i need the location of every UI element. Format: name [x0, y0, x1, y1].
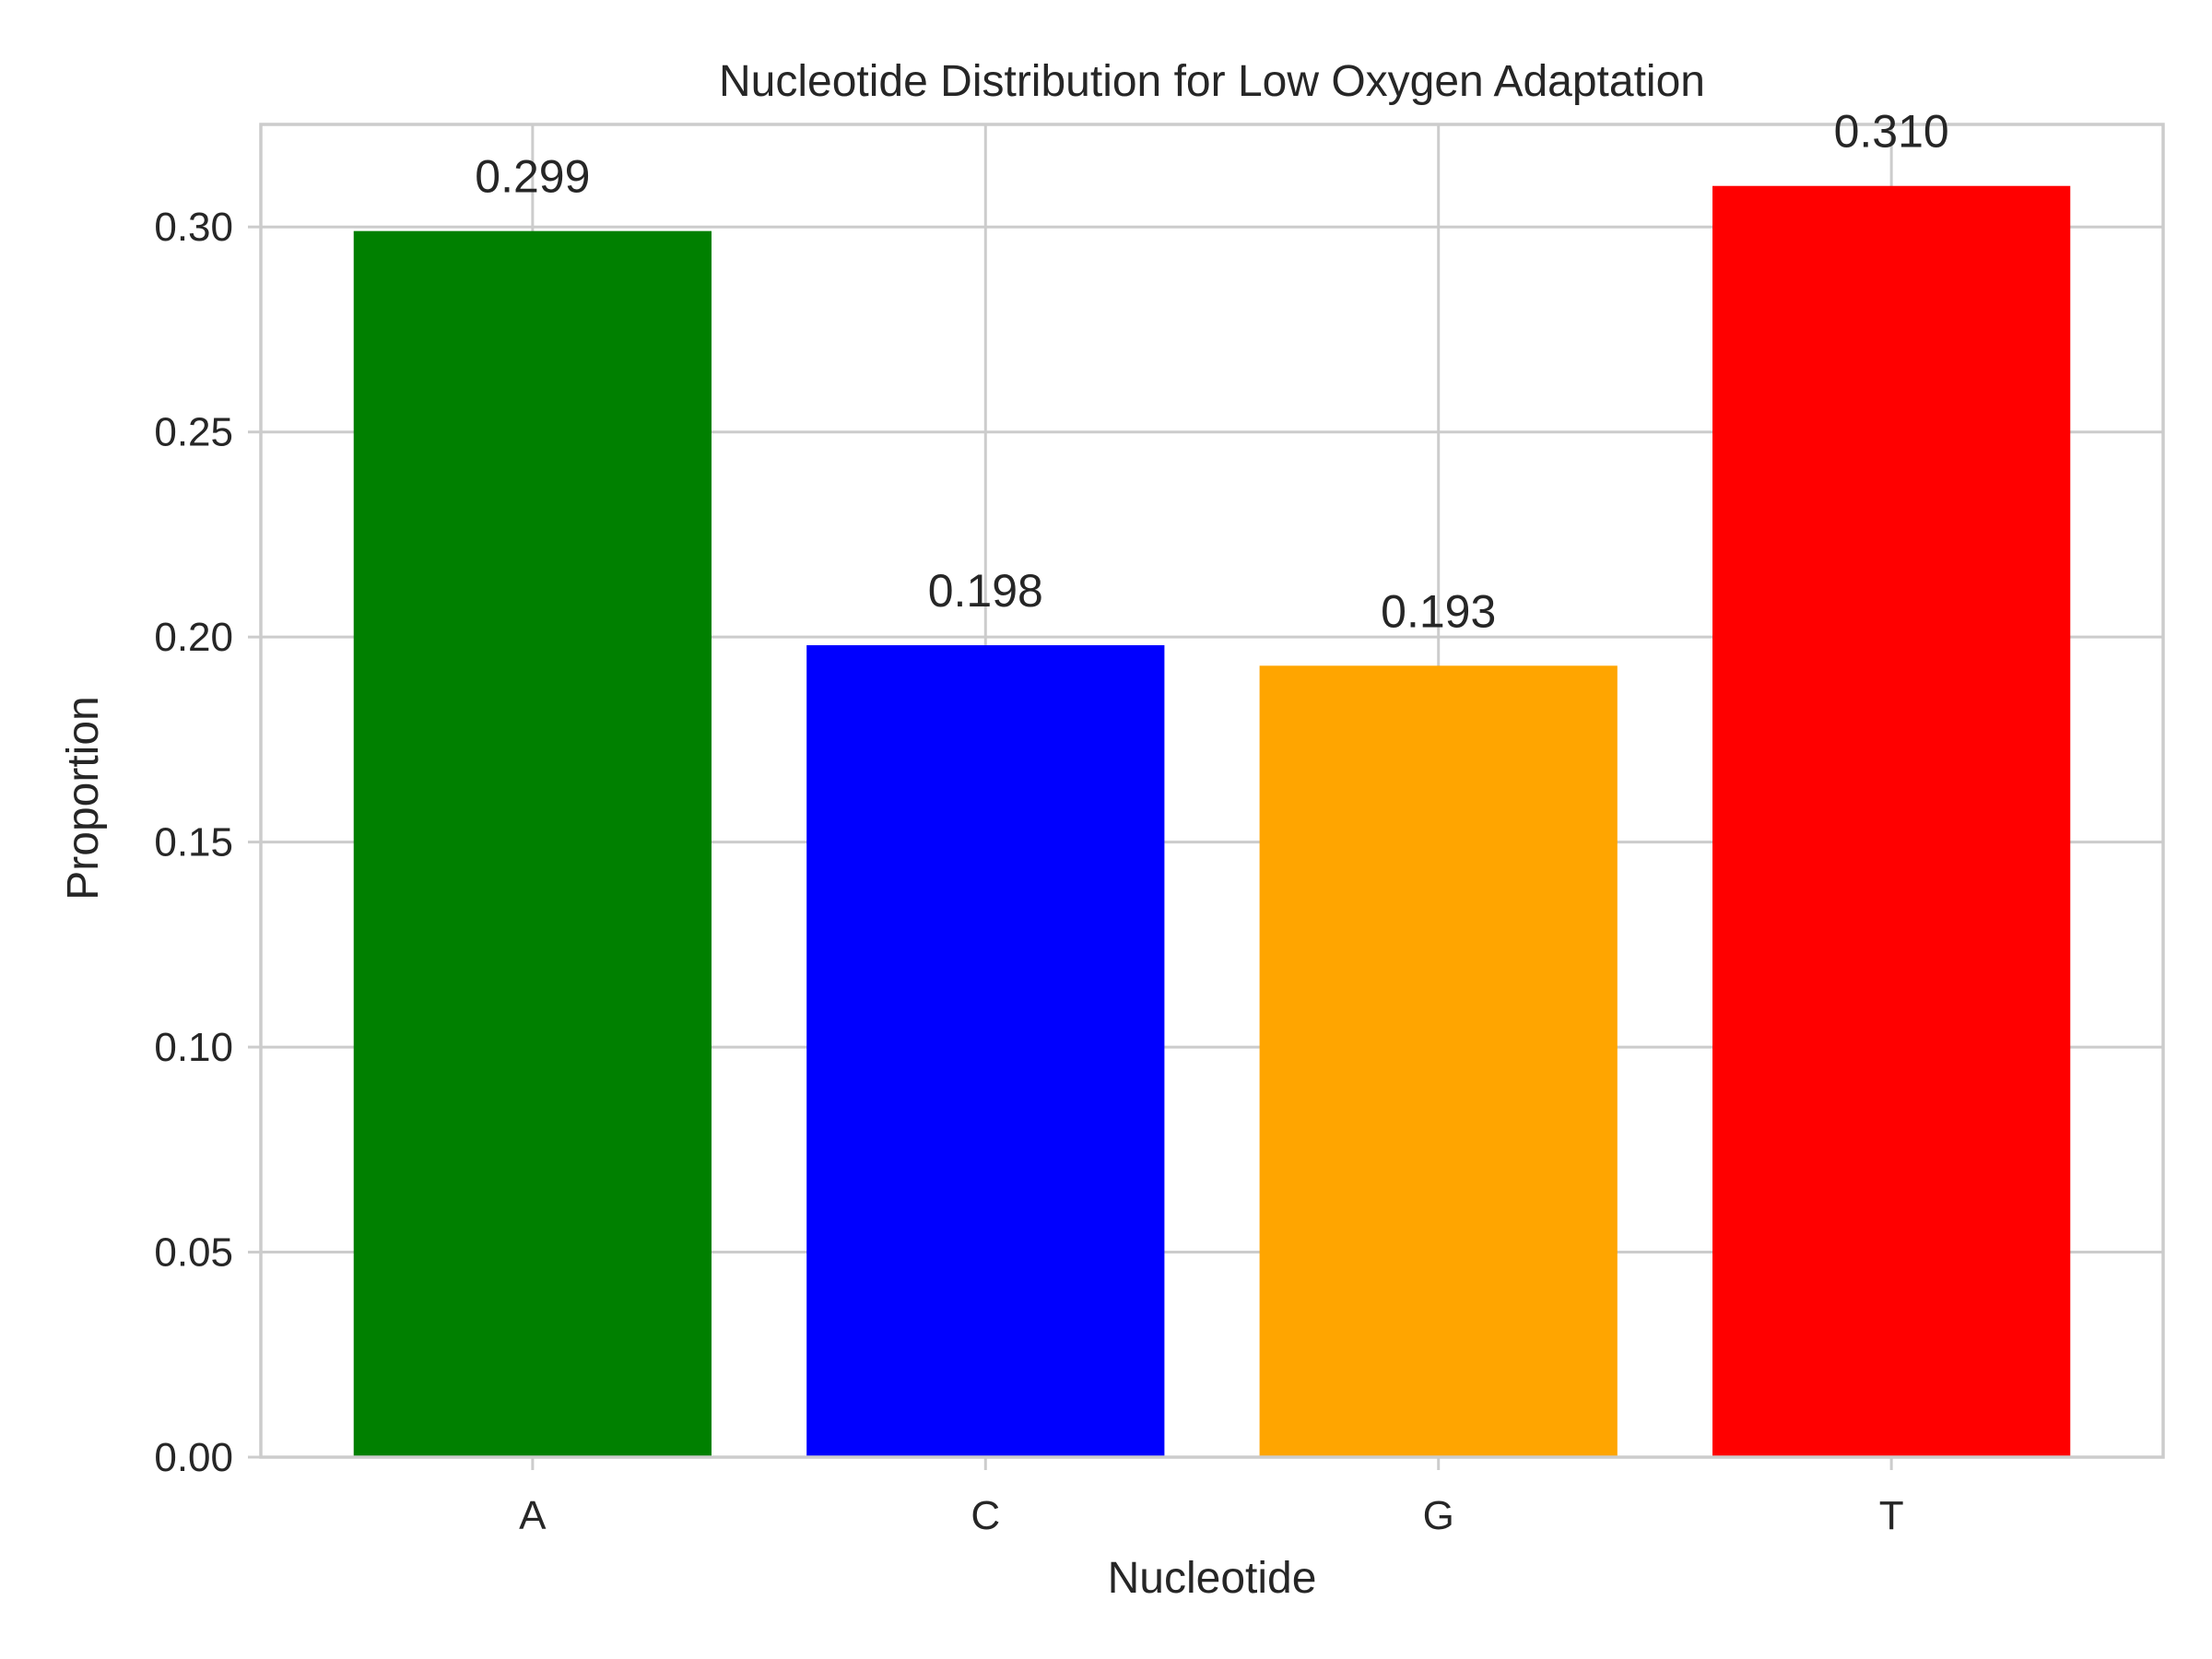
value-label-g: 0.193: [1381, 585, 1496, 637]
y-tick-label: 0.00: [154, 1435, 233, 1480]
y-axis-label: Proportion: [59, 696, 108, 900]
y-tick-label: 0.20: [154, 615, 233, 660]
x-axis-label: Nucleotide: [1108, 1554, 1317, 1603]
x-tick-label-a: A: [519, 1493, 547, 1538]
value-labels: 0.299 0.198 0.193 0.310: [475, 106, 1948, 638]
x-tick-label-c: C: [971, 1493, 1000, 1538]
y-tick-label: 0.30: [154, 205, 233, 250]
bars: [353, 185, 2071, 1458]
y-tick-label: 0.05: [154, 1230, 233, 1276]
value-label-a: 0.299: [475, 151, 590, 203]
x-tick-label-t: T: [1879, 1493, 1904, 1538]
chart-title: Nucleotide Distribution for Low Oxygen A…: [719, 57, 1705, 106]
x-tick-label-g: G: [1423, 1493, 1454, 1538]
value-label-c: 0.198: [928, 565, 1043, 617]
bar-c: [806, 645, 1165, 1457]
y-tick-label: 0.10: [154, 1025, 233, 1070]
value-label-t: 0.310: [1834, 106, 1949, 158]
bar-g: [1259, 665, 1618, 1457]
plot-frame: [259, 123, 2165, 1459]
bar-t: [1712, 185, 2071, 1457]
y-tick-label: 0.25: [154, 410, 233, 455]
axis-ticks: 0.00 0.05 0.10 0.15 0.20 0.25 0.30 A C G T: [154, 205, 1903, 1538]
y-tick-label: 0.15: [154, 820, 233, 865]
bar-a: [353, 230, 712, 1458]
